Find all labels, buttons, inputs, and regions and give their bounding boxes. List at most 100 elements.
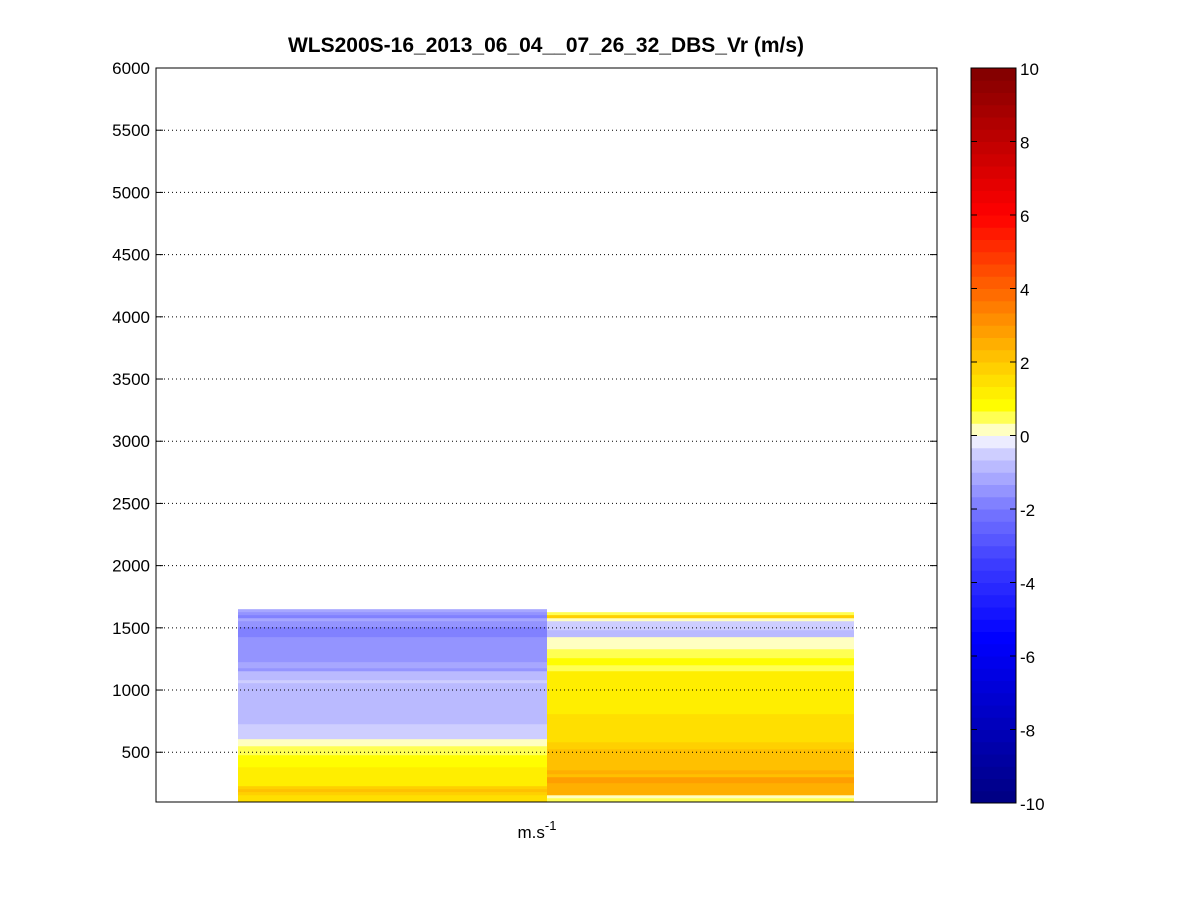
heatmap-cell (238, 680, 547, 684)
colorbar-swatch (971, 411, 1016, 424)
colorbar-swatch (971, 68, 1016, 81)
colorbar-swatch (971, 374, 1016, 387)
y-tick-label: 5000 (112, 183, 150, 202)
colorbar-swatch (971, 386, 1016, 400)
colorbar-swatch (971, 239, 1016, 253)
colorbar-swatch (971, 656, 1016, 669)
y-tick-label: 6000 (112, 59, 150, 78)
plot-area: 500 1000 1500 2000 2500 3000 3500 4000 4500 5000 5… (112, 59, 938, 803)
heatmap-cell (547, 637, 854, 650)
heatmap-cell (238, 724, 547, 740)
data-column (238, 609, 547, 803)
colorbar-swatch (971, 362, 1016, 375)
colorbar-swatch (971, 582, 1016, 596)
colorbar-swatch (971, 264, 1016, 277)
heatmap-cell (238, 618, 547, 622)
y-tick-label: 4500 (112, 246, 150, 265)
heatmap-cell (547, 671, 854, 684)
colorbar: -10 -8 -6 -4 -2 0 2 4 6 8 10 (970, 60, 1045, 814)
colorbar-swatch (971, 276, 1016, 289)
y-tick-label: 500 (122, 743, 150, 762)
heatmap-cell (238, 789, 547, 793)
heatmap-cell (547, 621, 854, 631)
colorbar-swatch (971, 607, 1016, 620)
y-tick-label: 1000 (112, 681, 150, 700)
colorbar-swatch (971, 778, 1016, 792)
heatmap-cell (238, 637, 547, 656)
colorbar-tick-label: 0 (1020, 428, 1029, 447)
colorbar-swatch (971, 533, 1016, 547)
colorbar-swatch (971, 460, 1016, 473)
y-tick-label: 2000 (112, 557, 150, 576)
y-tick-label: 4000 (112, 308, 150, 327)
colorbar-swatch (971, 300, 1016, 314)
heatmap-cell (238, 767, 547, 787)
colorbar-swatch (971, 435, 1016, 449)
colorbar-swatch (971, 141, 1016, 155)
colorbar-swatch (971, 484, 1016, 498)
y-tick-label: 1500 (112, 619, 150, 638)
heatmap-cell (238, 621, 547, 628)
colorbar-swatch (971, 754, 1016, 767)
colorbar-tick-label: 6 (1020, 207, 1029, 226)
colorbar-tick-label: 4 (1020, 281, 1029, 300)
colorbar-swatch (971, 129, 1016, 142)
colorbar-swatch (971, 337, 1016, 351)
colorbar-tick-label: 2 (1020, 354, 1029, 373)
x-axis-label-sup: -1 (545, 818, 557, 833)
colorbar-swatch (971, 594, 1016, 608)
colorbar-swatch (971, 717, 1016, 730)
heatmap-cell (238, 746, 547, 756)
heatmap-cell (547, 792, 854, 796)
colorbar-tick-label: -6 (1020, 648, 1035, 667)
heatmap-cell (547, 683, 854, 687)
heatmap-cell (238, 615, 547, 619)
heatmap-cell (547, 615, 854, 619)
heatmap-cell (547, 755, 854, 771)
colorbar-tick-label: -8 (1020, 722, 1035, 741)
colorbar-swatch (971, 423, 1016, 436)
y-tick-label: 2500 (112, 494, 150, 513)
heatmap-cell (547, 658, 854, 666)
colorbar-swatch (971, 288, 1016, 302)
colorbar-swatch (971, 215, 1016, 228)
heatmap-cell (238, 668, 547, 672)
y-tick-label: 3500 (112, 370, 150, 389)
x-axis-label: m.s-1 (518, 818, 557, 842)
heatmap-cell (238, 612, 547, 616)
colorbar-swatch (971, 790, 1016, 804)
x-axis-label-base: m.s (518, 823, 545, 842)
colorbar-swatch (971, 692, 1016, 706)
heatmap-cell (238, 627, 547, 638)
heatmap-cell (547, 649, 854, 659)
colorbar-swatch (971, 104, 1016, 118)
colorbar-swatch (971, 705, 1016, 718)
colorbar-swatch (971, 227, 1016, 240)
colorbar-swatch (971, 741, 1016, 755)
colorbar-tick-label: 10 (1020, 60, 1039, 79)
colorbar-swatch (971, 398, 1016, 412)
heatmap-cell (238, 662, 547, 669)
heatmap-cell (547, 795, 854, 799)
colorbar-swatch (971, 325, 1016, 338)
heatmap-cell (238, 792, 547, 796)
colorbar-swatch (971, 496, 1016, 510)
heatmap-cell (238, 755, 547, 768)
colorbar-tick-label: 8 (1020, 134, 1029, 153)
heatmap-cell (238, 786, 547, 790)
colorbar-swatch (971, 117, 1016, 130)
heatmap-cell (238, 795, 547, 803)
colorbar-swatch (971, 313, 1016, 326)
colorbar-swatch (971, 166, 1016, 179)
colorbar-swatch (971, 643, 1016, 657)
colorbar-swatch (971, 668, 1016, 681)
heatmap-cell (238, 609, 547, 613)
heatmap-cell (547, 618, 854, 622)
y-tick-label: 5500 (112, 121, 150, 140)
colorbar-swatch (971, 631, 1016, 645)
colorbar-swatch (971, 570, 1016, 583)
heatmap-cell (547, 686, 854, 715)
colorbar-swatch (971, 178, 1016, 191)
axes-frame (155, 67, 938, 803)
heatmap-cell (547, 798, 854, 803)
